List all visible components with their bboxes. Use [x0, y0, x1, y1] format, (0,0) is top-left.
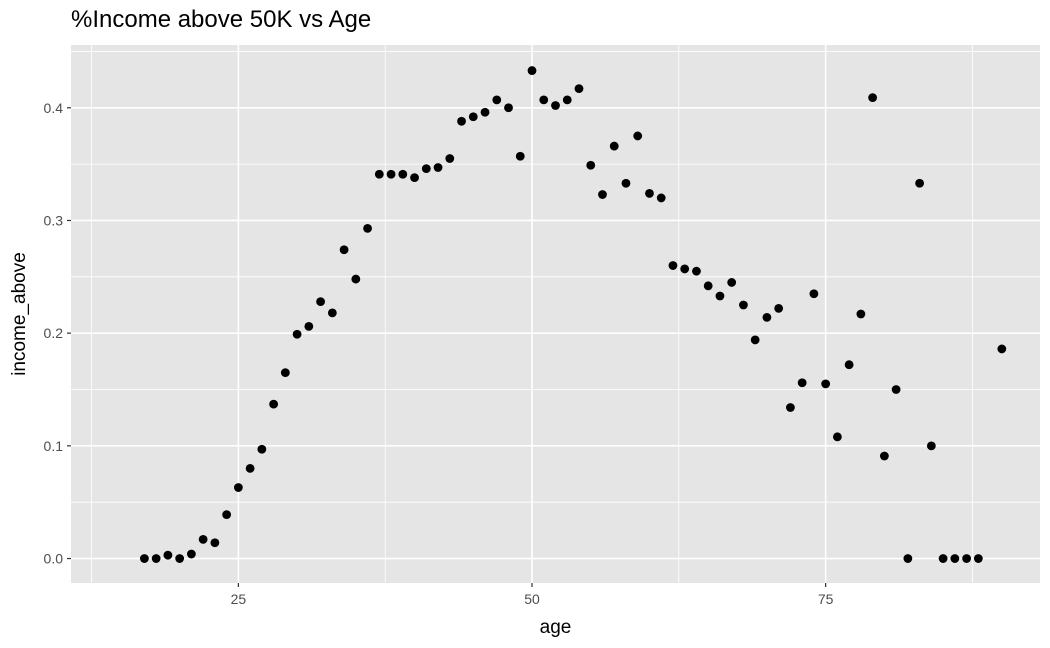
- data-point: [304, 321, 314, 331]
- data-point: [398, 169, 408, 179]
- data-point: [609, 141, 619, 151]
- data-point: [327, 308, 337, 318]
- data-point: [903, 554, 913, 563]
- data-point: [410, 173, 419, 183]
- y-tick-label: 0.4: [44, 100, 64, 116]
- data-point: [668, 261, 678, 270]
- x-axis-title: age: [540, 617, 572, 638]
- y-tick-label: 0.3: [44, 212, 64, 228]
- data-point: [809, 289, 819, 299]
- data-point: [856, 309, 866, 319]
- data-point: [433, 163, 443, 172]
- data-point: [562, 95, 572, 105]
- data-point: [621, 178, 631, 188]
- data-point: [551, 101, 560, 110]
- data-point: [926, 441, 936, 451]
- data-point: [633, 131, 643, 141]
- data-point: [374, 169, 384, 179]
- data-point: [715, 291, 725, 301]
- x-axis-ticks: 25 50 75: [231, 583, 834, 607]
- data-point: [797, 378, 807, 388]
- data-point: [140, 554, 149, 563]
- data-point: [163, 550, 173, 560]
- data-point: [879, 451, 889, 461]
- data-point: [680, 264, 690, 274]
- data-point: [727, 278, 737, 287]
- data-point: [973, 554, 983, 563]
- data-point: [151, 554, 161, 563]
- data-point: [574, 84, 584, 94]
- data-point: [269, 399, 279, 409]
- data-point: [363, 223, 372, 233]
- x-tick-label: 50: [524, 591, 540, 607]
- data-point: [950, 554, 960, 563]
- data-point: [515, 151, 525, 161]
- data-point: [703, 281, 713, 291]
- minor-gridlines: [71, 45, 1040, 583]
- data-point: [821, 379, 831, 389]
- y-axis-ticks: 0.0 0.1 0.2 0.3 0.4: [44, 100, 71, 567]
- data-point: [774, 303, 784, 313]
- data-point: [739, 300, 748, 310]
- data-point: [938, 554, 948, 563]
- data-point: [245, 463, 255, 473]
- data-point: [762, 312, 772, 322]
- data-point: [351, 274, 361, 284]
- data-point: [198, 534, 208, 544]
- data-point: [480, 107, 490, 117]
- y-tick-label: 0.0: [44, 551, 64, 567]
- chart-title: %Income above 50K vs Age: [71, 6, 372, 33]
- data-point: [586, 160, 596, 170]
- data-point: [292, 329, 302, 339]
- data-point: [186, 549, 196, 559]
- data-point: [868, 93, 878, 103]
- major-gridlines: [71, 45, 1040, 583]
- data-point: [750, 335, 760, 345]
- data-point: [386, 169, 396, 179]
- y-tick-label: 0.1: [44, 438, 64, 454]
- plot-panel: [71, 45, 1040, 583]
- data-point: [962, 554, 971, 563]
- data-point: [539, 95, 549, 105]
- data-point: [175, 554, 185, 563]
- x-tick-label: 75: [818, 591, 834, 607]
- data-point: [257, 444, 267, 454]
- data-point: [280, 368, 290, 378]
- data-point: [339, 245, 349, 255]
- data-point: [445, 154, 455, 163]
- data-point: [656, 193, 666, 203]
- x-tick-label: 25: [231, 591, 247, 607]
- data-point: [598, 190, 607, 199]
- data-point: [468, 112, 478, 122]
- data-point: [527, 66, 537, 75]
- data-point: [692, 266, 701, 276]
- data-point: [786, 403, 795, 412]
- data-point: [832, 432, 842, 442]
- data-point: [457, 116, 466, 126]
- y-axis-title: income_above: [9, 252, 30, 376]
- data-point: [504, 103, 513, 113]
- data-point: [997, 344, 1007, 354]
- data-point: [316, 297, 325, 307]
- data-points: [140, 66, 1007, 563]
- data-point: [915, 178, 925, 188]
- data-point: [210, 538, 220, 548]
- data-point: [233, 483, 243, 492]
- data-point: [222, 510, 232, 519]
- data-point: [645, 189, 654, 198]
- data-point: [421, 164, 431, 174]
- data-point: [844, 360, 854, 370]
- data-point: [891, 385, 901, 394]
- data-point: [492, 95, 502, 105]
- y-tick-label: 0.2: [44, 325, 64, 341]
